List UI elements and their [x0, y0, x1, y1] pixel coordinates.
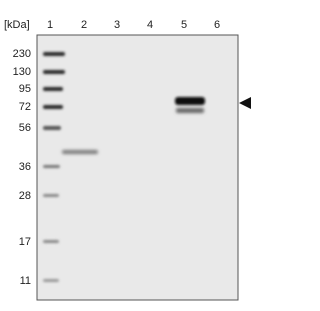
lane-label: 3	[114, 19, 120, 31]
marker-label: 230	[13, 48, 31, 60]
lane-label: 5	[181, 19, 187, 31]
marker-label: 36	[19, 161, 31, 173]
marker-label: 17	[19, 236, 31, 248]
marker-label: 56	[19, 122, 31, 134]
marker-label: 28	[19, 190, 31, 202]
lane-2-band	[62, 150, 98, 154]
lane-label: 2	[81, 19, 87, 31]
lane-labels: 1 2 3 4 5 6	[47, 19, 220, 31]
lane-label: 4	[147, 19, 153, 31]
lane-5-band-weak	[176, 108, 204, 113]
marker-label: 11	[20, 275, 31, 287]
ladder-bands	[43, 52, 65, 282]
lane-label: 1	[47, 19, 53, 31]
target-arrow	[239, 97, 251, 109]
marker-label: 130	[13, 66, 31, 78]
unit-label: [kDa]	[4, 19, 30, 31]
marker-label: 95	[19, 83, 31, 95]
marker-label: 72	[19, 101, 31, 113]
marker-labels: 230 130 95 72 56 36 28 17 11	[13, 48, 31, 287]
lane-label: 6	[214, 19, 220, 31]
membrane	[36, 34, 239, 301]
lane-5-band-strong	[175, 97, 205, 105]
